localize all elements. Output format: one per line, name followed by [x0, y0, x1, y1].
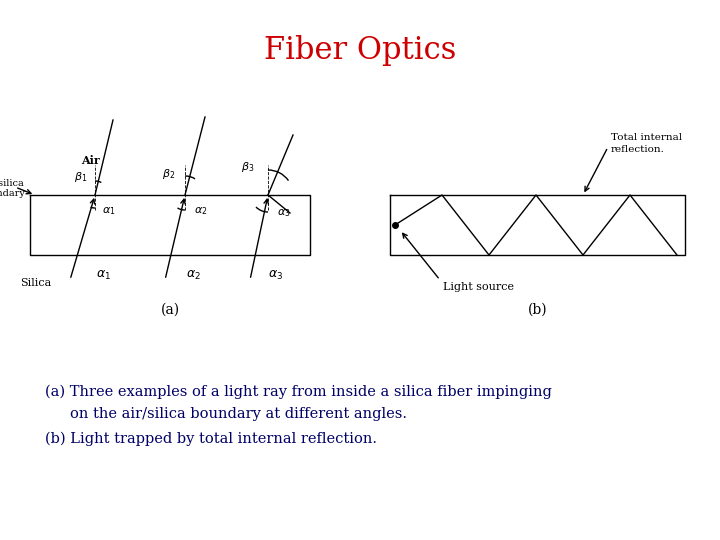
- Text: $\alpha_1$: $\alpha_1$: [102, 205, 116, 217]
- Text: $\alpha_2$: $\alpha_2$: [194, 205, 208, 217]
- Text: Silica: Silica: [20, 278, 51, 288]
- Text: $\alpha_1$: $\alpha_1$: [96, 268, 110, 281]
- Text: $\beta_3$: $\beta_3$: [241, 160, 255, 174]
- Text: $\beta_2$: $\beta_2$: [163, 167, 176, 181]
- Text: Light source: Light source: [443, 282, 514, 292]
- Text: boundary: boundary: [0, 188, 25, 198]
- Text: (a) Three examples of a light ray from inside a silica fiber impinging: (a) Three examples of a light ray from i…: [45, 385, 552, 400]
- Text: (b): (b): [528, 303, 547, 317]
- Text: reflection.: reflection.: [611, 145, 665, 153]
- Text: Air/silica: Air/silica: [0, 179, 24, 187]
- Text: (b) Light trapped by total internal reflection.: (b) Light trapped by total internal refl…: [45, 432, 377, 447]
- Text: $\alpha_3$: $\alpha_3$: [277, 207, 291, 219]
- Text: $\alpha_3$: $\alpha_3$: [269, 268, 284, 281]
- Text: $\beta_1$: $\beta_1$: [74, 170, 88, 184]
- Text: (a): (a): [161, 303, 179, 317]
- Text: on the air/silica boundary at different angles.: on the air/silica boundary at different …: [70, 407, 407, 421]
- Text: $\alpha_2$: $\alpha_2$: [186, 268, 200, 281]
- Text: Fiber Optics: Fiber Optics: [264, 35, 456, 65]
- Text: Total internal: Total internal: [611, 132, 682, 141]
- Text: Air: Air: [81, 154, 99, 165]
